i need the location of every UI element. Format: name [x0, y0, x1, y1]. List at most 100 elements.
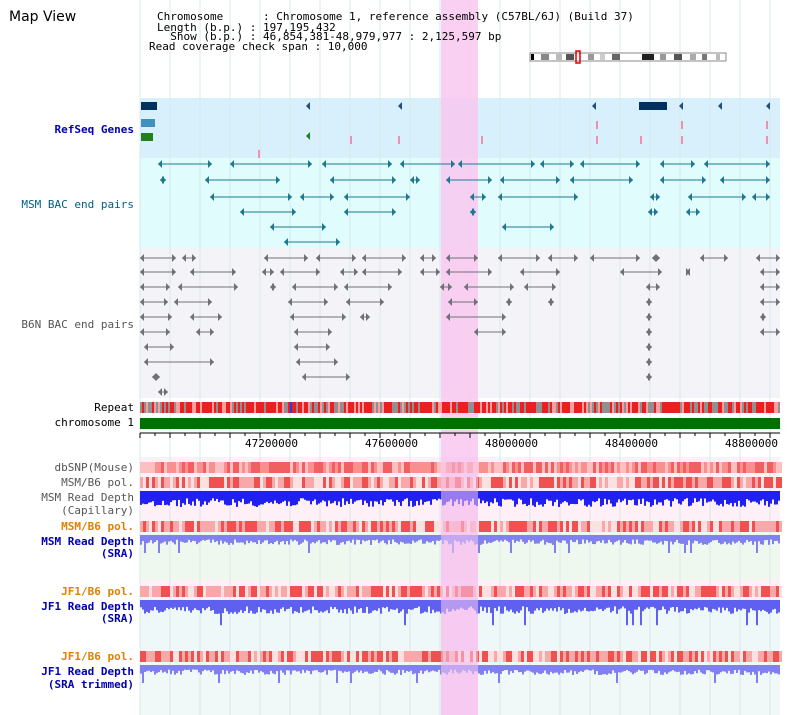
- b6n-bac-pair-end: [550, 298, 554, 306]
- ideogram-band: [674, 54, 682, 60]
- msm-b6-pol-mark: [572, 477, 575, 488]
- dbsnp-mark: [488, 462, 491, 473]
- dbsnp-mark: [596, 462, 599, 473]
- jf1-trimmed-depth-bar: [624, 665, 626, 672]
- msm-sra-depth-bar: [708, 535, 710, 544]
- msm-b6-pol-mark: [674, 477, 677, 488]
- dbsnp-mark: [779, 462, 782, 473]
- repeat-mark: [758, 402, 760, 413]
- track-label-msm-b6-pol-2[interactable]: MSM/B6 pol.: [61, 520, 134, 533]
- msm-capillary-depth-bar: [408, 491, 410, 507]
- repeat-mark: [350, 402, 352, 413]
- msm-b6-pol-mark: [212, 477, 215, 488]
- msm-sra-depth-bar: [386, 535, 388, 545]
- jf1-b6-pol-mark: [149, 651, 152, 662]
- repeat-mark: [682, 402, 684, 413]
- msm-b6-pol-mark: [734, 477, 737, 488]
- b6n-bac-pair-end: [446, 268, 450, 276]
- jf1-sra-depth-bar: [490, 600, 492, 614]
- msm-sra-depth-bar: [412, 535, 414, 541]
- msm-sra-depth-bar: [294, 535, 296, 540]
- repeat-mark: [182, 402, 184, 413]
- jf1-trimmed-depth-bar: [322, 665, 324, 673]
- msm-b6-pol-mark: [356, 521, 359, 532]
- msm-capillary-depth-bar: [168, 491, 170, 506]
- ideogram-band: [541, 54, 549, 60]
- dbsnp-mark: [179, 462, 182, 473]
- repeat-mark: [542, 402, 544, 413]
- msm-b6-pol-mark: [503, 477, 506, 488]
- jf1-sra-depth-bar: [198, 600, 200, 611]
- msm-capillary-depth-bar: [298, 491, 300, 502]
- jf1-b6-pol-mark: [674, 651, 677, 662]
- msm-b6-pol-mark: [392, 477, 395, 488]
- msm-b6-pol-mark: [497, 477, 500, 488]
- dbsnp-mark: [161, 462, 164, 473]
- jf1-b6-pol-mark: [608, 651, 611, 662]
- jf1-b6-pol-mark: [731, 586, 734, 597]
- track-label-jf1-b6-pol-1[interactable]: JF1/B6 pol.: [61, 585, 134, 598]
- jf1-b6-pol-mark: [512, 651, 515, 662]
- track-label-refseq[interactable]: RefSeq Genes: [54, 123, 134, 136]
- jf1-b6-pol-mark: [356, 651, 359, 662]
- jf1-trimmed-depth-bar: [364, 665, 366, 672]
- repeat-mark: [312, 402, 314, 413]
- msm-b6-pol-mark: [425, 477, 428, 488]
- jf1-b6-pol-mark: [170, 651, 173, 662]
- track-label-msm-depth-sra[interactable]: MSM Read Depth: [41, 535, 134, 548]
- jf1-sra-depth-bar: [606, 600, 608, 608]
- track-label-msm-bac[interactable]: MSM BAC end pairs: [21, 198, 134, 211]
- msm-b6-pol-mark: [413, 477, 416, 488]
- repeat-mark: [448, 402, 450, 413]
- msm-b6-pol-mark: [311, 521, 314, 532]
- jf1-trimmed-depth-bar: [730, 665, 732, 675]
- jf1-b6-pol-mark: [305, 586, 308, 597]
- repeat-mark: [690, 402, 692, 413]
- msm-b6-pol-mark: [203, 477, 206, 488]
- repeat-mark: [560, 402, 562, 413]
- track-label-msm-b6-pol-1[interactable]: MSM/B6 pol.: [61, 476, 134, 489]
- jf1-sra-depth-bar: [292, 600, 294, 614]
- msm-capillary-depth-bar: [292, 491, 294, 506]
- jf1-b6-pol-mark: [227, 586, 230, 597]
- jf1-sra-depth-bar: [202, 600, 204, 609]
- msm-b6-pol-mark: [554, 521, 557, 532]
- repeat-mark: [742, 402, 744, 413]
- jf1-b6-pol-mark: [143, 651, 146, 662]
- msm-capillary-depth-bar: [504, 491, 506, 500]
- repeat-mark: [238, 402, 240, 413]
- msm-bac-pair-end: [629, 176, 633, 184]
- msm-capillary-depth-bar: [162, 491, 164, 501]
- jf1-trimmed-depth-bar: [620, 665, 622, 673]
- track-label-b6n-bac[interactable]: B6N BAC end pairs: [21, 318, 134, 331]
- jf1-trimmed-depth-bar: [576, 665, 578, 674]
- jf1-sra-depth-bar: [240, 600, 242, 611]
- jf1-b6-pol-mark: [617, 586, 620, 597]
- jf1-b6-pol-mark: [701, 586, 704, 597]
- msm-sra-depth-bar: [244, 535, 246, 545]
- jf1-trimmed-depth-bar: [186, 665, 188, 671]
- msm-capillary-depth-bar: [334, 491, 336, 502]
- jf1-b6-pol-mark: [401, 586, 404, 597]
- jf1-sra-depth-bar: [196, 600, 198, 610]
- msm-sra-depth-bar: [746, 535, 748, 540]
- track-label-jf1-depth-trim[interactable]: JF1 Read Depth: [41, 665, 134, 678]
- b6n-bac-pair-end: [262, 268, 266, 276]
- msm-b6-pol-mark: [755, 477, 758, 488]
- msm-b6-pol-mark: [686, 521, 689, 532]
- track-label-dbsnp[interactable]: dbSNP(Mouse): [54, 461, 134, 474]
- jf1-trimmed-depth-bar: [164, 665, 166, 672]
- track-label-jf1-depth-sra[interactable]: JF1 Read Depth: [41, 600, 134, 613]
- msm-sra-depth-bar: [256, 535, 258, 545]
- jf1-trimmed-depth-bar: [392, 665, 394, 673]
- b6n-bac-pair-end: [656, 254, 660, 262]
- msm-b6-pol-mark: [650, 521, 653, 532]
- track-label-msm-depth-cap[interactable]: MSM Read Depth: [41, 491, 134, 504]
- jf1-trimmed-depth-bar: [300, 665, 302, 674]
- msm-sra-depth-bar: [706, 535, 708, 545]
- msm-capillary-depth-bar: [240, 491, 242, 503]
- msm-sra-depth-bar: [230, 535, 232, 543]
- jf1-sra-depth-bar: [530, 600, 532, 614]
- track-label-jf1-b6-pol-2[interactable]: JF1/B6 pol.: [61, 650, 134, 663]
